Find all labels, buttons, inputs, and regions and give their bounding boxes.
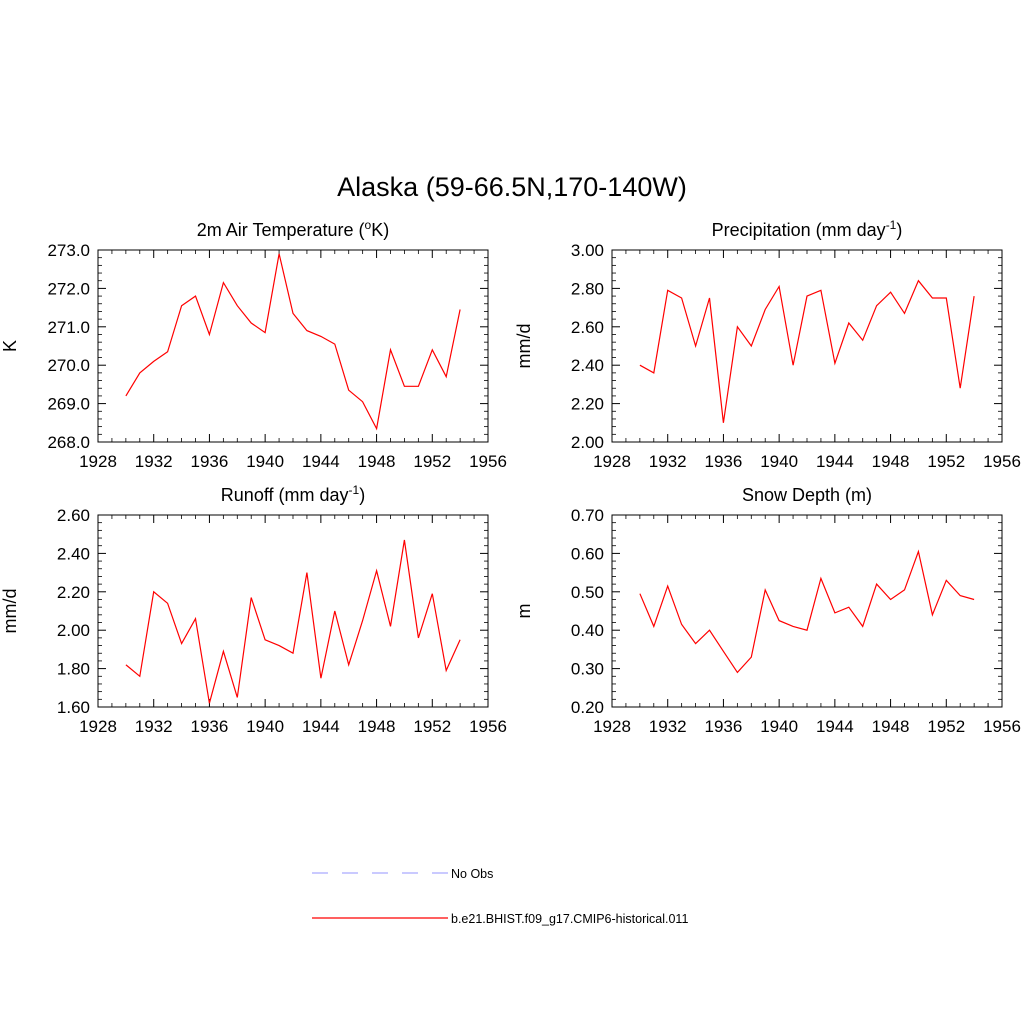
x-tick-label: 1944 <box>816 452 854 471</box>
x-tick-label: 1944 <box>816 717 854 736</box>
y-axis-label: mm/d <box>514 324 534 369</box>
series-line-model <box>125 253 461 431</box>
legend: No Obs b.e21.BHIST.f09_g17.CMIP6-histori… <box>312 867 688 926</box>
y-axis-label: mm/d <box>0 589 20 634</box>
panel-title-superscript: -1 <box>886 218 897 232</box>
y-tick-label: 2.40 <box>57 544 90 563</box>
panel-runoff-mm-day: 1928 1932 1936 1940 1944 1948 1952 1956 1.60 1.80… <box>0 483 507 736</box>
y-tick-label: 0.30 <box>571 660 604 679</box>
y-tick-label: 2.60 <box>57 506 90 525</box>
panel-title: Runoff (mm day-1) <box>221 483 365 505</box>
series-line-model <box>639 549 975 674</box>
x-tick-label: 1940 <box>246 452 284 471</box>
y-tick-label: 2.00 <box>57 621 90 640</box>
x-tick-label: 1936 <box>705 452 743 471</box>
panel-title-suffix: ) <box>359 485 365 505</box>
x-tick-label: 1932 <box>649 717 687 736</box>
x-tick-label: 1952 <box>413 717 451 736</box>
chart-panels: 1928 1932 1936 1940 1944 1948 1952 1956 268.0 269… <box>0 218 1021 736</box>
y-tick-label: 270.0 <box>47 356 90 375</box>
panel-title: Precipitation (mm day-1) <box>712 218 903 240</box>
figure-title: Alaska (59-66.5N,170-140W) <box>337 172 687 202</box>
y-tick-label: 2.60 <box>571 318 604 337</box>
panel-title-superscript: o <box>365 218 372 232</box>
panel-title-superscript: -1 <box>349 483 360 497</box>
x-tick-label: 1928 <box>79 717 117 736</box>
x-tick-label: 1948 <box>358 717 396 736</box>
y-tick-label: 2.20 <box>571 395 604 414</box>
x-tick-label: 1940 <box>246 717 284 736</box>
y-tick-label: 1.60 <box>57 698 90 717</box>
x-tick-label: 1952 <box>413 452 451 471</box>
x-tick-label: 1940 <box>760 717 798 736</box>
x-tick-label: 1952 <box>927 717 965 736</box>
y-tick-label: 0.70 <box>571 506 604 525</box>
panel-title-suffix: ) <box>896 220 902 240</box>
panel-snow-depth-m: 1928 1932 1936 1940 1944 1948 1952 1956 0.20 0.30… <box>514 485 1021 736</box>
y-tick-label: 268.0 <box>47 433 90 452</box>
y-tick-label: 272.0 <box>47 279 90 298</box>
x-tick-label: 1948 <box>358 452 396 471</box>
y-tick-label: 2.20 <box>57 583 90 602</box>
x-tick-label: 1932 <box>135 717 173 736</box>
series-line-model <box>125 539 461 704</box>
panel-title: Snow Depth (m) <box>742 485 872 505</box>
x-tick-label: 1952 <box>927 452 965 471</box>
x-tick-label: 1944 <box>302 452 340 471</box>
y-tick-label: 0.50 <box>571 583 604 602</box>
y-tick-label: 0.40 <box>571 621 604 640</box>
x-tick-label: 1948 <box>872 452 910 471</box>
x-tick-label: 1956 <box>983 452 1021 471</box>
x-tick-label: 1956 <box>983 717 1021 736</box>
y-tick-label: 3.00 <box>571 241 604 260</box>
y-axis-label: m <box>514 604 534 619</box>
x-tick-label: 1932 <box>135 452 173 471</box>
panel-precipitation-mm-day: 1928 1932 1936 1940 1944 1948 1952 1956 2.00 2.20… <box>514 218 1021 471</box>
y-tick-label: 0.60 <box>571 544 604 563</box>
x-tick-label: 1932 <box>649 452 687 471</box>
plot-frame <box>97 514 489 708</box>
y-tick-label: 271.0 <box>47 318 90 337</box>
y-tick-label: 269.0 <box>47 395 90 414</box>
x-tick-label: 1936 <box>191 717 229 736</box>
y-axis-label: K <box>0 340 20 352</box>
x-tick-label: 1956 <box>469 452 507 471</box>
x-tick-label: 1928 <box>79 452 117 471</box>
x-tick-label: 1944 <box>302 717 340 736</box>
x-tick-label: 1928 <box>593 452 631 471</box>
panel-2m-air-temperature-k: 1928 1932 1936 1940 1944 1948 1952 1956 268.0 269… <box>0 218 507 471</box>
legend-label-model: b.e21.BHIST.f09_g17.CMIP6-historical.011 <box>451 912 688 926</box>
x-tick-label: 1936 <box>191 452 229 471</box>
panel-title-suffix: K) <box>371 220 389 240</box>
plot-frame <box>97 249 489 443</box>
y-tick-label: 2.80 <box>571 279 604 298</box>
legend-label-no-obs: No Obs <box>451 867 493 881</box>
y-tick-label: 273.0 <box>47 241 90 260</box>
plot-frame <box>611 249 1003 443</box>
y-tick-label: 0.20 <box>571 698 604 717</box>
x-tick-label: 1956 <box>469 717 507 736</box>
plot-frame <box>611 514 1003 708</box>
y-tick-label: 2.40 <box>571 356 604 375</box>
y-tick-label: 2.00 <box>571 433 604 452</box>
series-line-model <box>639 279 975 423</box>
y-tick-label: 1.80 <box>57 660 90 679</box>
x-tick-label: 1928 <box>593 717 631 736</box>
x-tick-label: 1940 <box>760 452 798 471</box>
x-tick-label: 1948 <box>872 717 910 736</box>
x-tick-label: 1936 <box>705 717 743 736</box>
panel-title: 2m Air Temperature (oK) <box>197 218 389 240</box>
